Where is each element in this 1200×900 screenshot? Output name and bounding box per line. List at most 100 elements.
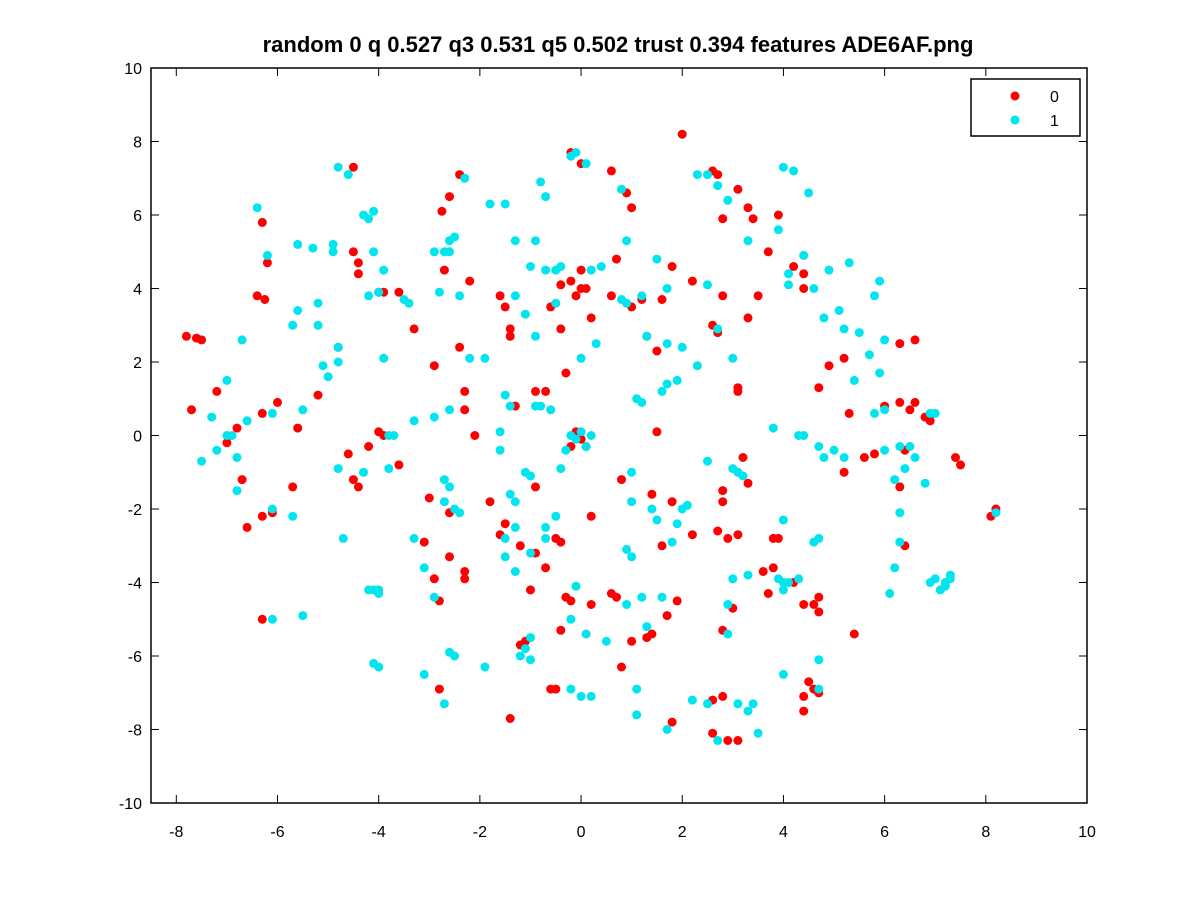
data-point-series-1 <box>576 427 586 437</box>
x-tick-label: -8 <box>169 824 183 841</box>
data-point-series-0 <box>313 390 323 400</box>
data-point-series-1 <box>713 736 723 745</box>
data-point-series-1 <box>531 331 540 341</box>
data-point-series-0 <box>662 611 672 621</box>
legend-label-series-0: 0 <box>1050 89 1059 106</box>
data-point-series-1 <box>768 423 778 433</box>
data-point-series-0 <box>723 533 733 543</box>
data-point-series-1 <box>728 574 738 584</box>
legend-box <box>970 78 1081 137</box>
data-point-series-1 <box>419 669 429 679</box>
data-point-series-1 <box>632 684 642 694</box>
data-point-series-0 <box>799 600 809 609</box>
data-point-series-0 <box>394 460 404 470</box>
data-point-series-0 <box>733 736 743 745</box>
data-point-series-1 <box>930 408 940 418</box>
data-point-series-0 <box>718 486 728 496</box>
legend-marker-series-1 <box>1010 115 1020 125</box>
data-point-series-1 <box>753 728 763 738</box>
data-point-series-1 <box>551 298 561 308</box>
data-point-series-1 <box>784 269 793 279</box>
data-point-series-1 <box>429 247 439 257</box>
data-point-series-1 <box>500 199 510 209</box>
data-point-series-1 <box>799 250 809 260</box>
data-point-series-1 <box>819 313 829 323</box>
data-point-series-0 <box>257 217 267 227</box>
data-point-series-0 <box>364 442 374 451</box>
data-point-series-0 <box>773 210 783 220</box>
data-point-series-0 <box>743 478 753 488</box>
data-point-series-1 <box>743 236 753 246</box>
data-point-series-1 <box>576 691 586 701</box>
data-point-series-0 <box>348 162 358 172</box>
data-point-series-0 <box>723 736 733 745</box>
data-point-series-1 <box>637 592 647 602</box>
data-point-series-1 <box>814 655 824 665</box>
data-point-series-1 <box>819 453 829 462</box>
data-point-series-1 <box>369 247 379 257</box>
data-point-series-1 <box>267 408 277 418</box>
data-point-series-1 <box>991 508 1001 518</box>
data-point-series-1 <box>359 467 368 477</box>
data-point-series-0 <box>733 184 743 194</box>
x-tick-label: 6 <box>880 824 889 841</box>
data-point-series-1 <box>581 629 591 639</box>
data-point-series-0 <box>187 405 196 415</box>
data-point-series-1 <box>546 405 556 415</box>
y-tick-label: -2 <box>128 502 142 519</box>
data-point-series-1 <box>445 405 454 415</box>
data-point-series-0 <box>353 269 363 279</box>
data-point-series-0 <box>526 585 535 595</box>
data-point-series-0 <box>789 262 799 271</box>
data-point-series-1 <box>526 262 535 271</box>
data-point-series-0 <box>743 313 753 323</box>
data-point-series-0 <box>849 629 859 639</box>
data-point-series-0 <box>824 361 834 371</box>
data-point-series-1 <box>232 453 242 462</box>
data-point-series-1 <box>536 401 546 411</box>
data-point-series-1 <box>526 633 535 643</box>
data-point-series-0 <box>556 625 566 635</box>
data-point-series-1 <box>723 629 733 639</box>
plot-frame <box>150 67 1088 804</box>
data-point-series-0 <box>531 482 540 492</box>
data-point-series-0 <box>257 511 267 521</box>
data-point-series-1 <box>379 353 389 363</box>
data-point-series-0 <box>586 313 596 323</box>
data-point-series-1 <box>703 456 712 466</box>
data-point-series-1 <box>439 699 449 709</box>
data-point-series-1 <box>814 533 824 543</box>
data-point-series-1 <box>419 563 429 573</box>
data-point-series-0 <box>445 552 454 562</box>
data-point-series-0 <box>799 269 809 279</box>
data-point-series-1 <box>267 504 277 514</box>
legend-label-series-1: 1 <box>1050 113 1059 130</box>
data-point-series-0 <box>434 684 444 694</box>
data-point-series-1 <box>556 464 566 474</box>
data-point-series-1 <box>652 254 662 264</box>
data-point-series-0 <box>708 728 718 738</box>
data-point-series-1 <box>895 508 905 518</box>
data-point-series-1 <box>333 464 343 474</box>
data-point-series-0 <box>718 214 728 224</box>
data-point-series-1 <box>409 416 419 426</box>
y-tick-label: -8 <box>128 723 142 740</box>
data-point-series-1 <box>728 353 738 363</box>
data-point-series-1 <box>657 386 667 396</box>
data-point-series-0 <box>260 295 270 304</box>
data-point-series-1 <box>864 350 874 360</box>
data-point-series-1 <box>541 192 551 202</box>
data-point-series-1 <box>692 361 702 371</box>
data-point-series-0 <box>541 386 551 396</box>
data-point-series-1 <box>495 445 505 455</box>
data-point-series-0 <box>181 331 191 341</box>
data-point-series-1 <box>288 511 298 521</box>
data-point-series-1 <box>885 589 895 598</box>
data-point-series-1 <box>667 537 677 547</box>
data-point-series-1 <box>429 592 439 602</box>
data-point-series-1 <box>293 239 303 249</box>
data-point-series-1 <box>252 203 262 213</box>
data-point-series-1 <box>778 162 788 172</box>
data-point-series-0 <box>925 416 935 426</box>
data-point-series-1 <box>288 320 298 330</box>
